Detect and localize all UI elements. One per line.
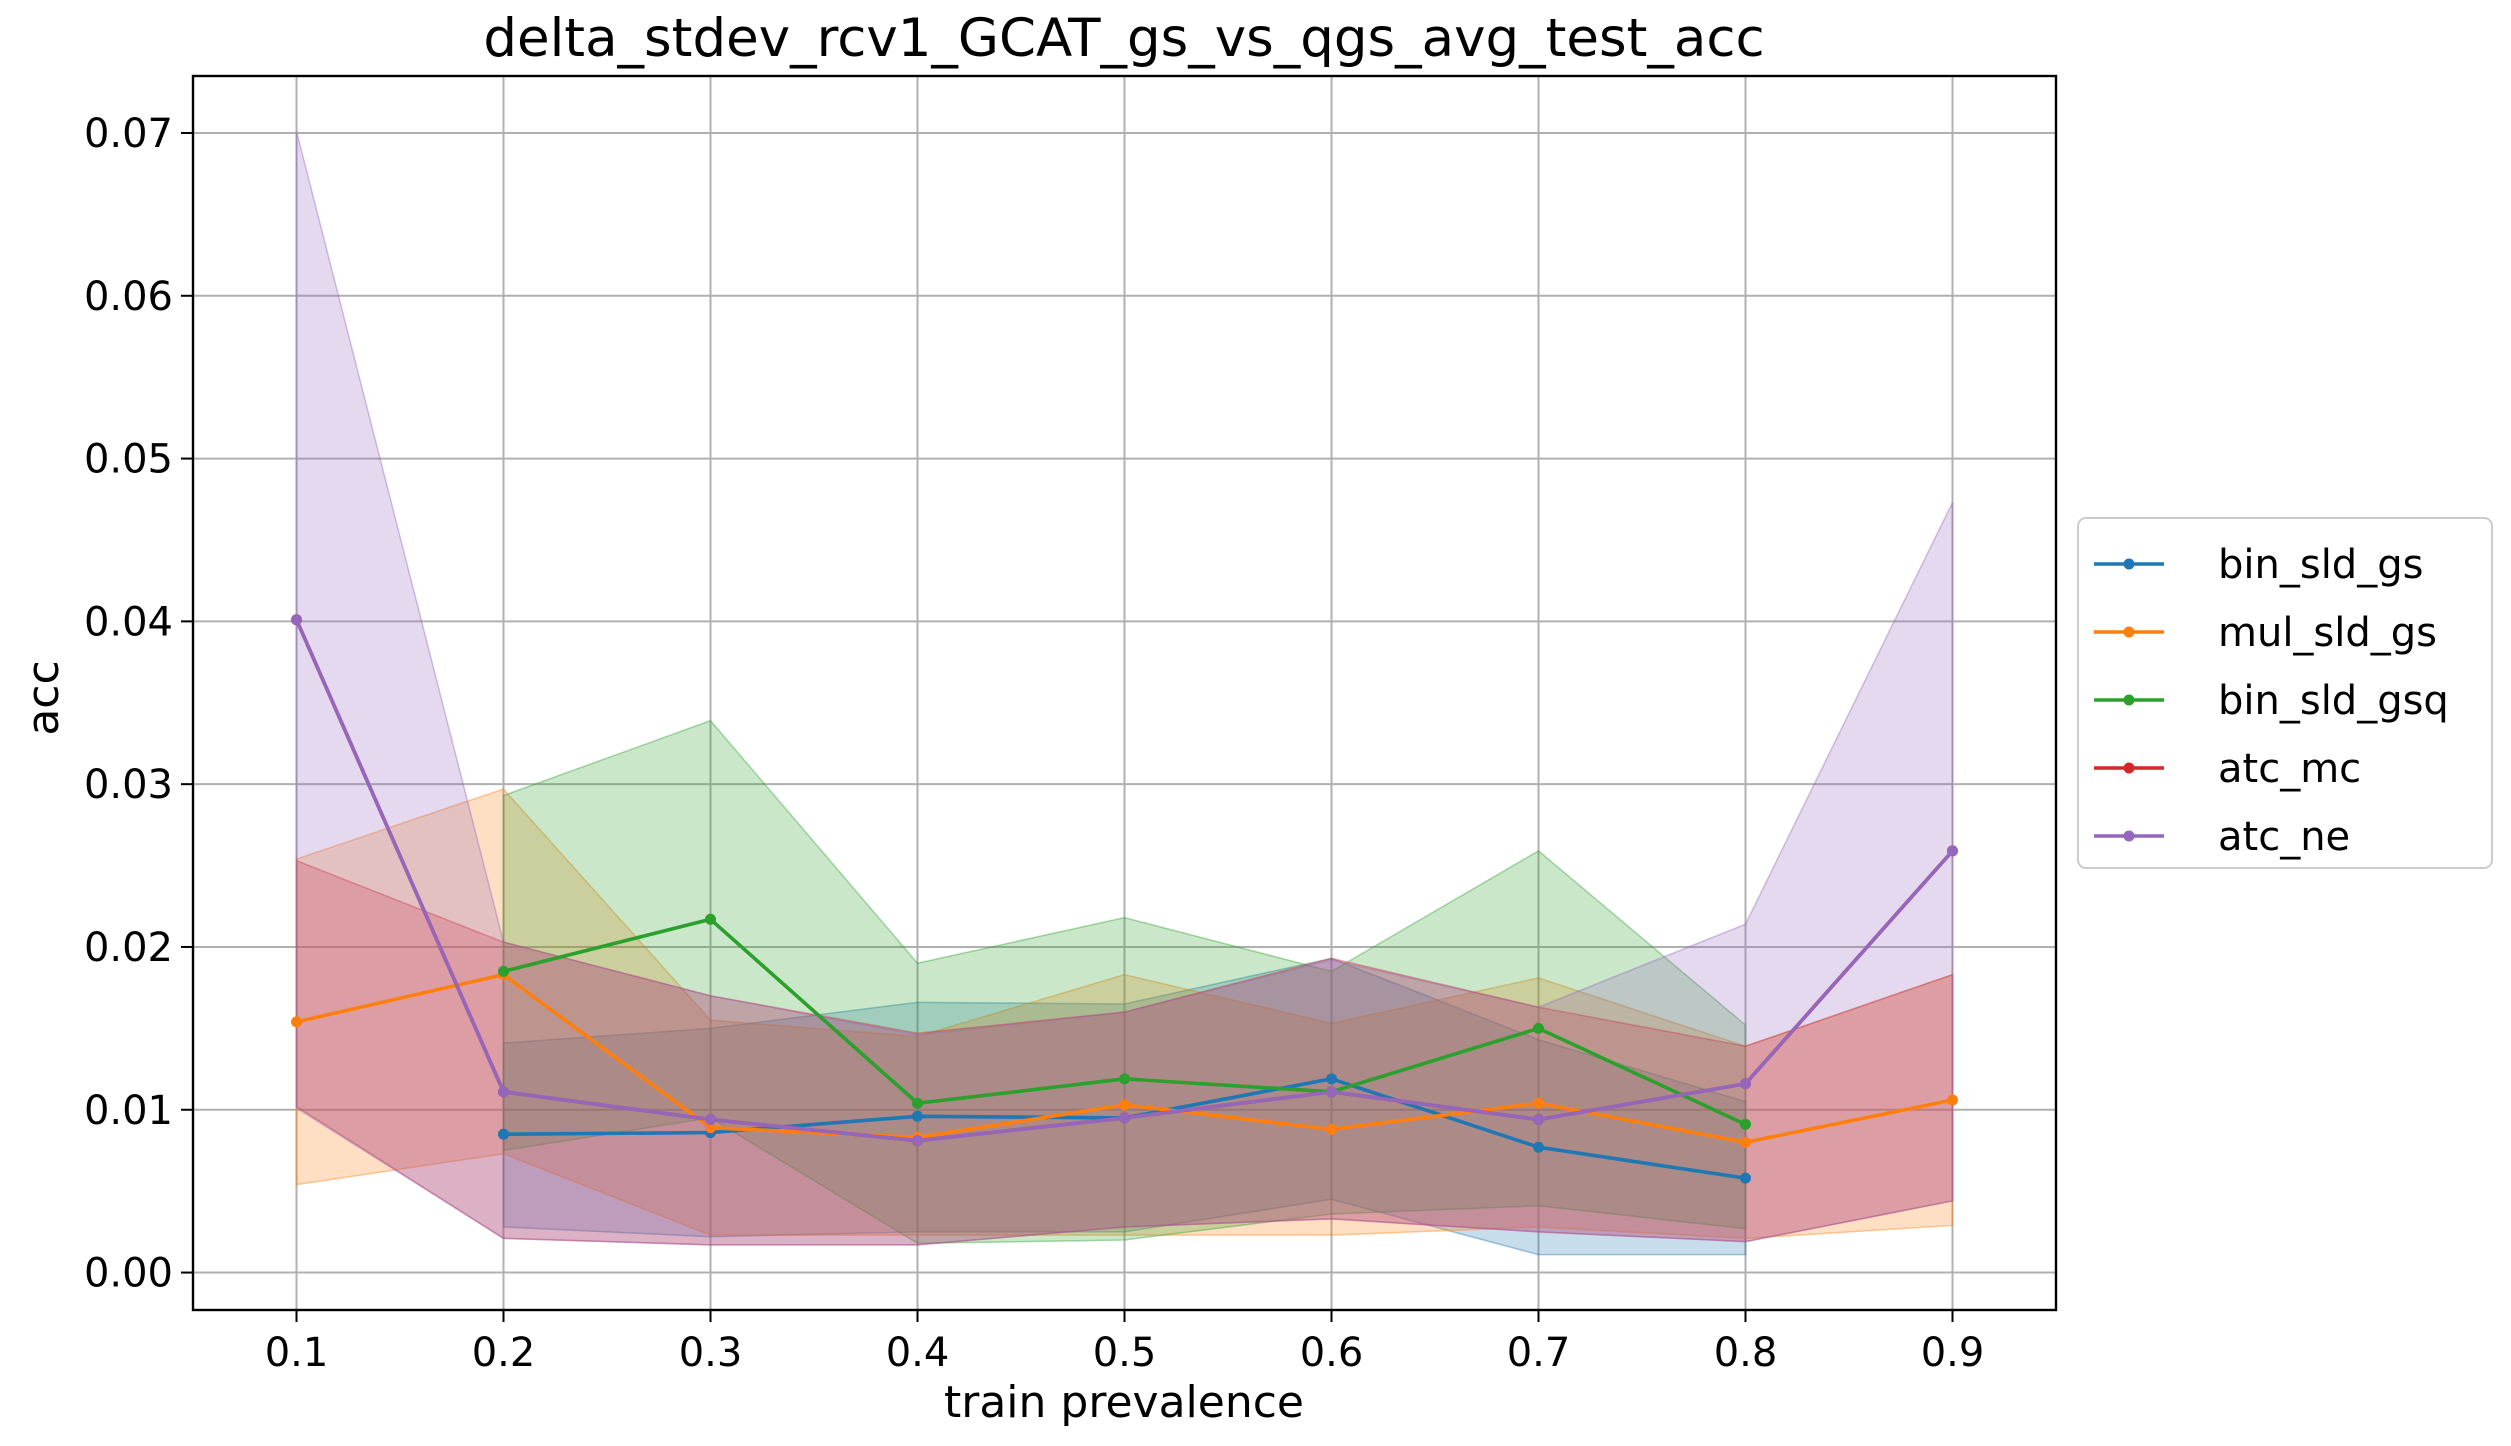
x-axis-label: train prevalence [944, 1377, 1304, 1428]
legend-label: atc_ne [2218, 814, 2350, 860]
x-tick-label: 0.2 [472, 1330, 536, 1376]
y-tick-label: 0.02 [84, 925, 173, 971]
point-bin_sld_gsq [1533, 1022, 1544, 1034]
x-tick-label: 0.5 [1093, 1330, 1157, 1376]
point-atc_ne [912, 1135, 923, 1147]
y-tick-label: 0.00 [84, 1251, 173, 1297]
legend-marker [2123, 558, 2135, 570]
y-tick-label: 0.05 [84, 437, 173, 483]
legend-marker [2123, 694, 2135, 706]
point-bin_sld_gsq [1740, 1118, 1751, 1130]
series-lines [291, 614, 1958, 1184]
legend-marker [2123, 762, 2135, 774]
point-atc_ne [705, 1114, 716, 1126]
point-mul_sld_gs [291, 1016, 302, 1028]
x-tick-label: 0.6 [1300, 1330, 1364, 1376]
point-mul_sld_gs [705, 1122, 716, 1134]
point-atc_ne [1947, 845, 1958, 857]
legend: bin_sld_gs mul_sld_gs bin_sld_gsq atc_mcatc… [2077, 517, 2493, 869]
point-mul_sld_gs [1740, 1136, 1751, 1148]
point-mul_sld_gs [1119, 1099, 1130, 1111]
legend-label: bin_sld_gs [2218, 542, 2423, 588]
x-tick-label: 0.3 [679, 1330, 743, 1376]
legend-frame [2077, 517, 2493, 869]
y-tick-label: 0.07 [84, 111, 173, 157]
x-tick-label: 0.4 [886, 1330, 950, 1376]
point-atc_ne [1326, 1086, 1337, 1098]
point-atc_ne [498, 1086, 509, 1098]
point-bin_sld_gs [1740, 1172, 1751, 1184]
x-tick-label: 0.8 [1714, 1330, 1778, 1376]
point-atc_ne [1119, 1112, 1130, 1124]
y-tick-label: 0.01 [84, 1088, 173, 1134]
point-bin_sld_gsq [1119, 1073, 1130, 1085]
point-bin_sld_gsq [705, 913, 716, 925]
y-tick-label: 0.04 [84, 599, 173, 645]
point-atc_ne [1740, 1078, 1751, 1090]
x-tick-label: 0.1 [265, 1330, 329, 1376]
legend-label: mul_sld_gs [2218, 610, 2437, 656]
point-bin_sld_gs [1533, 1141, 1544, 1153]
point-bin_sld_gs [498, 1128, 509, 1140]
point-mul_sld_gs [1326, 1123, 1337, 1135]
y-tick-label: 0.03 [84, 762, 173, 808]
legend-marker [2123, 830, 2135, 842]
point-bin_sld_gsq [498, 965, 509, 977]
legend-label: atc_mc [2218, 746, 2361, 792]
x-tick-label: 0.7 [1507, 1330, 1571, 1376]
legend-marker [2123, 626, 2135, 638]
x-tick-label: 0.9 [1921, 1330, 1985, 1376]
y-tick-label: 0.06 [84, 274, 173, 320]
point-bin_sld_gs [912, 1110, 923, 1122]
y-axis-label: acc [18, 660, 69, 735]
chart-title: delta_stdev_rcv1_GCAT_gs_vs_qgs_avg_test… [483, 8, 1764, 69]
point-mul_sld_gs [1533, 1097, 1544, 1109]
y-axis-ticks: 0.00 0.01 0.02 0.03 0.04 0.05 0.06 0.07 [84, 111, 193, 1297]
point-mul_sld_gs [1947, 1094, 1958, 1106]
point-bin_sld_gs [1326, 1073, 1337, 1085]
point-bin_sld_gsq [912, 1097, 923, 1109]
legend-label: bin_sld_gsq [2218, 678, 2449, 724]
point-atc_ne [291, 614, 302, 626]
point-atc_ne [1533, 1114, 1544, 1126]
x-axis-ticks: 0.1 0.2 0.3 0.4 0.5 0.6 0.7 0.8 0.9 [265, 1310, 1985, 1376]
